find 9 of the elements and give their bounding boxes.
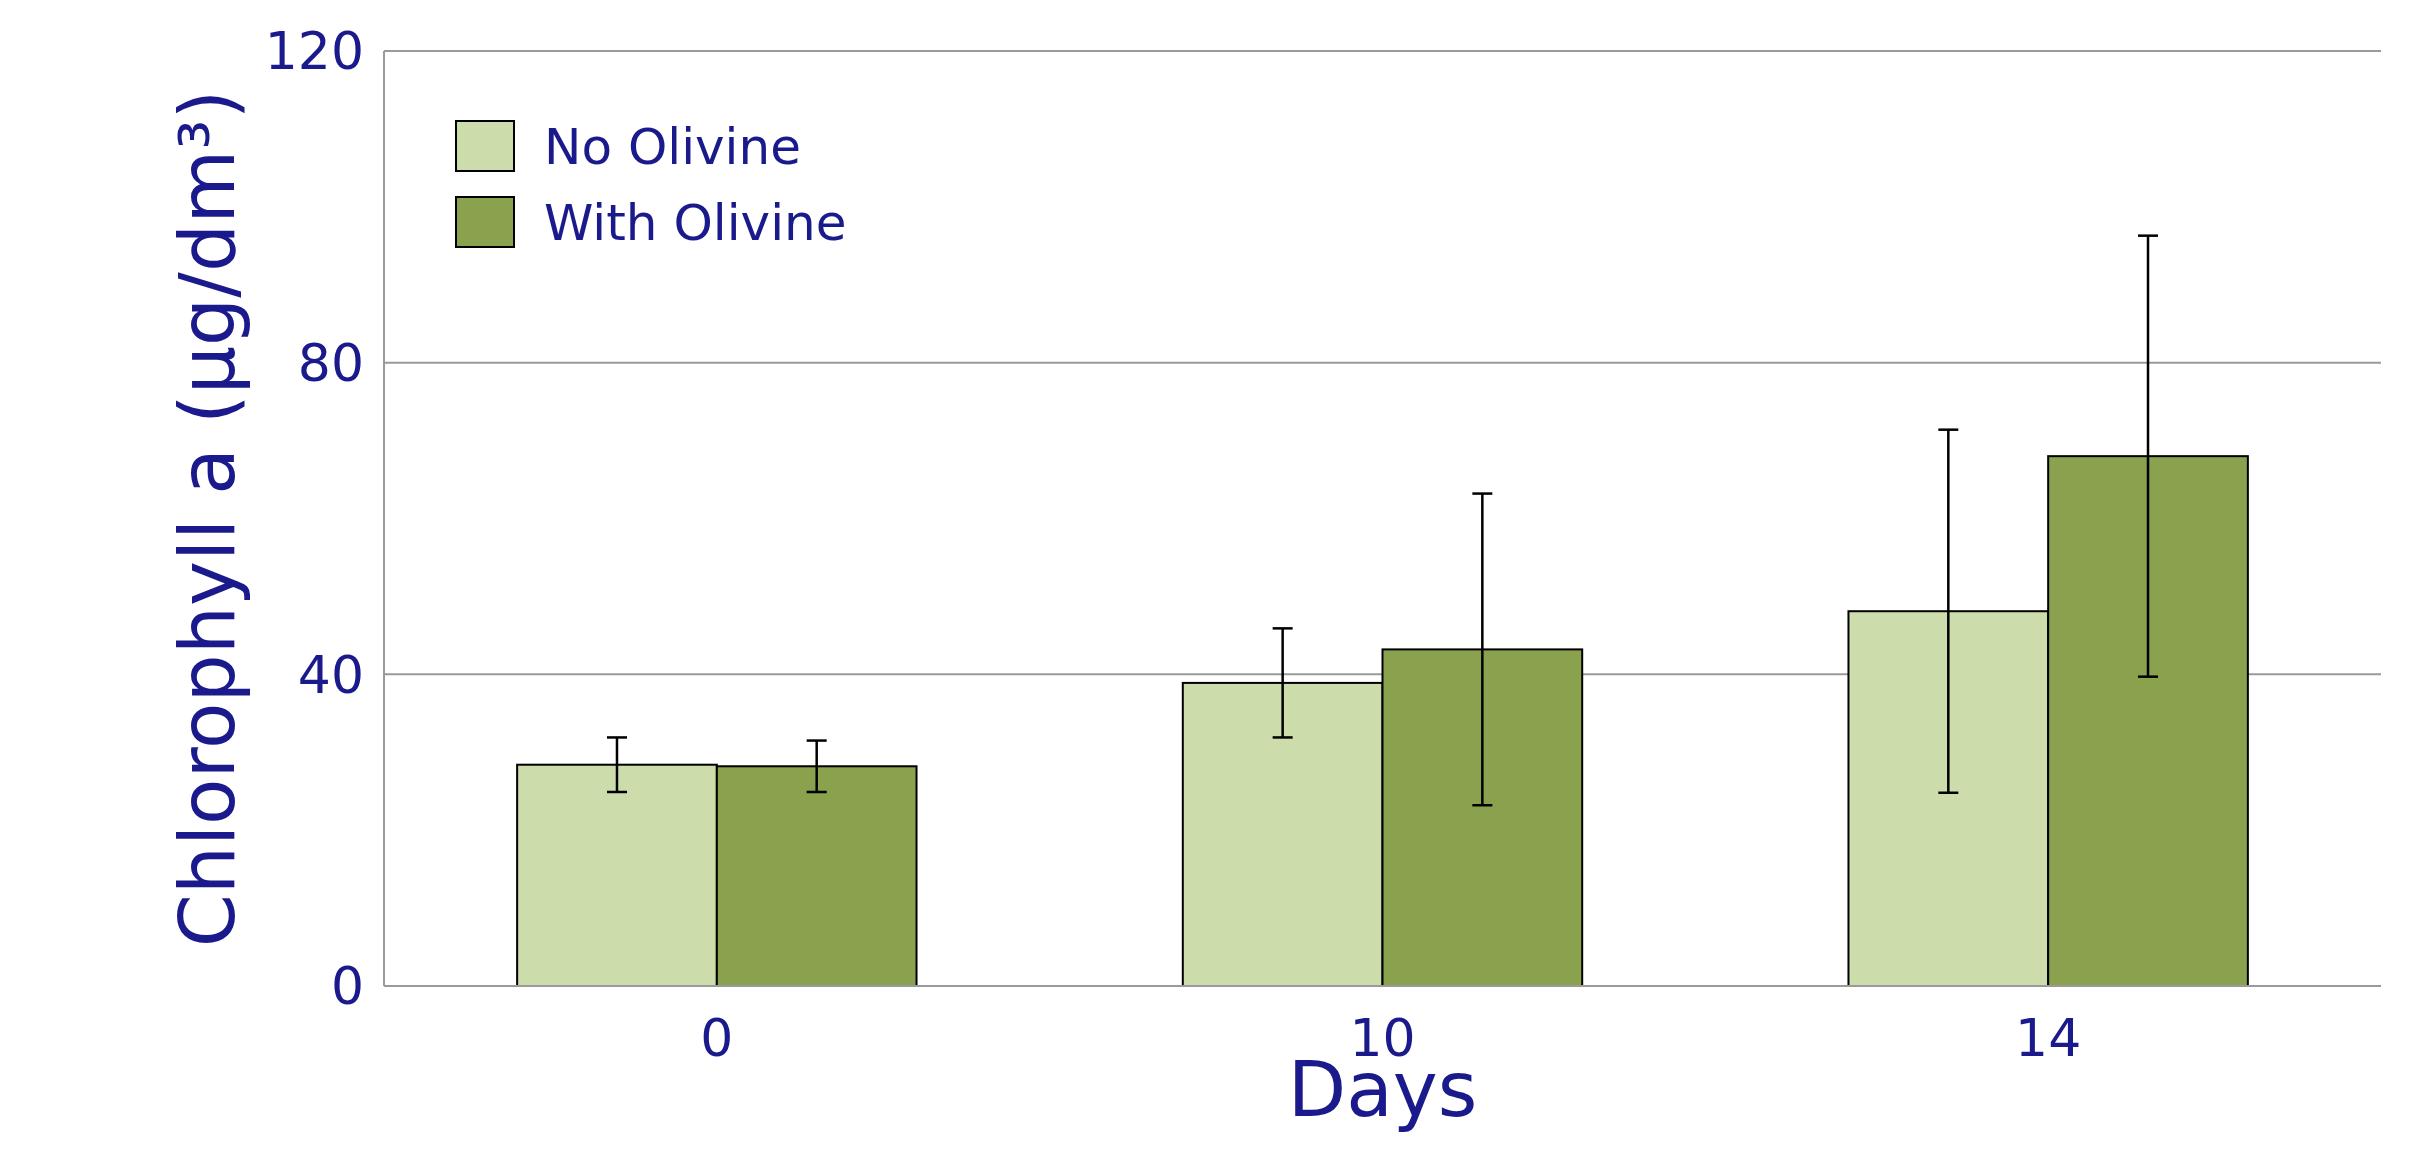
y-axis-title: Chlorophyll a (µg/dm³) [163,89,252,948]
legend-label: No Olivine [544,117,801,176]
y-tick-label: 40 [297,644,364,705]
x-tick-label: 0 [700,1008,734,1068]
y-tick-label: 120 [264,21,364,82]
x-tick-label: 14 [2015,1008,2082,1068]
y-tick-label: 0 [330,956,364,1017]
y-tick-label: 80 [297,332,364,393]
legend-label: With Olivine [544,193,847,252]
